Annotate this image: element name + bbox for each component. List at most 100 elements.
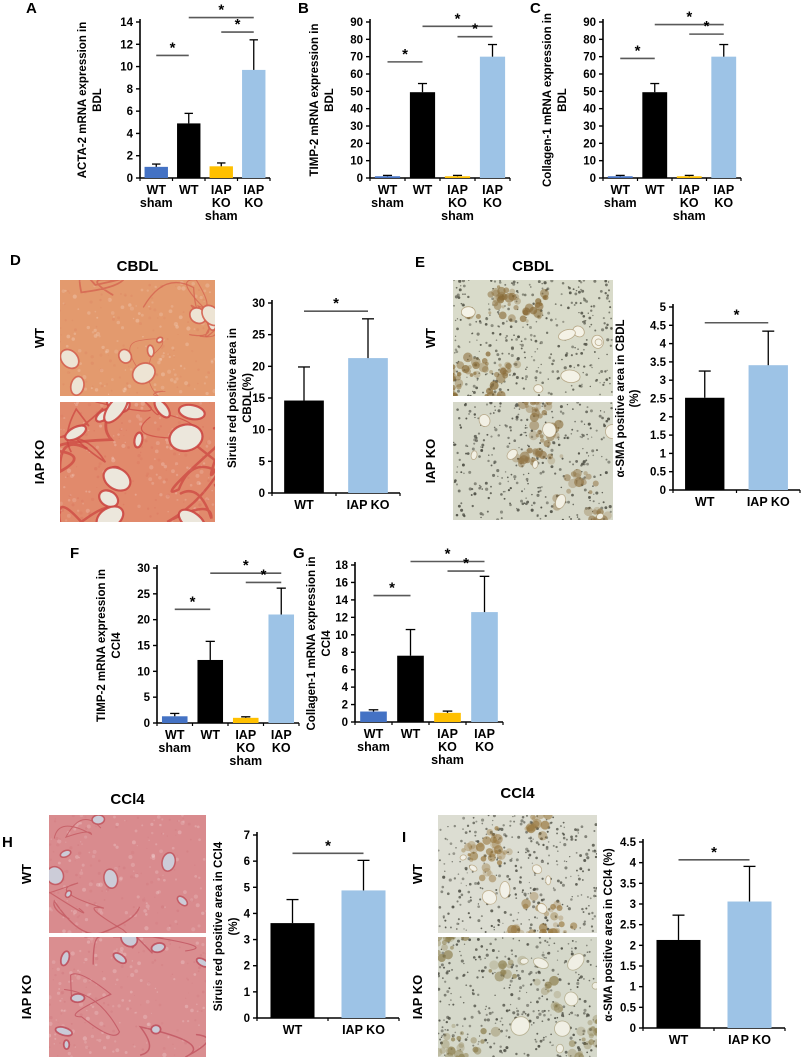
x-category-label: WT — [294, 498, 314, 512]
bar-WT-sham — [144, 166, 168, 178]
y-tick-label: 20 — [137, 615, 150, 627]
y-tick-label: 1.5 — [620, 961, 637, 973]
y-axis-title: BDL — [324, 88, 336, 112]
x-category-label: WT — [645, 183, 665, 197]
row-label-H-IAPKO: IAP KO — [19, 974, 34, 1020]
x-category-label: WT — [201, 728, 221, 742]
chart-A-body: 0 2 4 6 8 10 12 14 ACTA-2 mRNA expression in BDL W… — [77, 2, 271, 223]
y-tick-label: 80 — [583, 34, 596, 46]
significance-asterisk: * — [402, 46, 408, 63]
x-category-label: IAP KO — [747, 495, 790, 509]
micrograph-D-IAPKO — [60, 402, 215, 522]
x-category-label: sham — [357, 740, 390, 754]
row-label-I-WT: WT — [410, 863, 425, 885]
y-tick-label: 70 — [350, 52, 363, 64]
chart-I-body: 0 0.5 1 1.5 2 2.5 3 3.5 4 4.5 α-SMA positive area … — [603, 837, 786, 1047]
y-tick-label: 80 — [350, 34, 363, 46]
chart-E-body: 0 0.5 1 1.5 2 2.5 3 3.5 4 4.5 5 α-SMA positive area… — [615, 302, 801, 509]
micrograph-H-WT — [49, 815, 206, 933]
x-category-label: KO — [236, 741, 255, 755]
panel-label-A: A — [26, 0, 37, 17]
y-tick-label: 0 — [630, 1023, 636, 1035]
y-tick-label: 25 — [252, 330, 265, 342]
chart-A: 0 2 4 6 8 10 12 14 ACTA-2 mRNA expression in BDL W… — [77, 2, 271, 223]
significance-asterisk: * — [686, 9, 692, 26]
y-tick-label: 40 — [583, 104, 596, 116]
y-tick-label: 4 — [630, 858, 637, 870]
y-tick-label: 4 — [127, 128, 134, 140]
bar-WT-sham — [161, 716, 188, 723]
tissue-texture — [453, 280, 613, 396]
bar-WT — [177, 123, 201, 178]
y-tick-label: 14 — [335, 595, 348, 607]
y-tick-label: 3 — [660, 375, 666, 387]
significance-asterisk: * — [333, 295, 339, 312]
y-tick-label: 10 — [137, 666, 150, 678]
y-axis-title: TIMP-2 mRNA expression in — [96, 569, 108, 722]
y-tick-label: 1.5 — [650, 430, 667, 442]
y-tick-label: 4.5 — [620, 837, 637, 849]
x-category-label: WT — [165, 728, 185, 742]
panel-label-E: E — [415, 254, 426, 271]
y-tick-label: 2 — [244, 961, 250, 973]
x-category-label: sham — [673, 209, 706, 223]
chart-B: 0 10 20 30 40 50 60 70 80 90 TIMP-2 mRNA expressio… — [309, 10, 511, 223]
chart-C: 0 10 20 30 40 50 60 70 80 90 Collagen-1 mRNA expre… — [542, 9, 742, 223]
y-axis-title: α-SMA positive area in CBDL — [615, 319, 627, 477]
y-tick-label: 4 — [244, 908, 251, 920]
x-category-label: KO — [714, 196, 733, 210]
significance-asterisk: * — [711, 844, 717, 861]
significance-asterisk: * — [455, 10, 461, 27]
y-tick-label: 50 — [350, 86, 363, 98]
y-tick-label: 0 — [244, 1013, 250, 1025]
x-category-label: IAP — [679, 183, 700, 197]
micrograph-H-IAPKO — [49, 937, 206, 1057]
significance-asterisk: * — [635, 42, 641, 59]
y-tick-label: 1 — [630, 982, 637, 994]
y-tick-label: 2 — [660, 412, 666, 424]
y-tick-label: 1 — [244, 987, 251, 999]
y-tick-label: 5 — [144, 692, 151, 704]
x-category-label: KO — [272, 741, 291, 755]
x-category-label: WT — [378, 183, 398, 197]
tissue-texture — [453, 402, 613, 520]
y-axis-title: Siruis red positive area in — [227, 328, 239, 468]
bar-WT-sham — [374, 176, 401, 178]
y-tick-label: 6 — [342, 665, 348, 677]
bar-IAP-KO — [242, 69, 266, 178]
panel-label-D: D — [10, 252, 21, 269]
x-category-label: KO — [244, 196, 263, 210]
y-tick-label: 0 — [660, 485, 666, 497]
y-tick-label: 20 — [252, 361, 265, 373]
row-label-D-WT: WT — [32, 327, 47, 349]
y-tick-label: 10 — [335, 630, 348, 642]
y-tick-label: 2.5 — [620, 920, 637, 932]
significance-asterisk: * — [472, 21, 478, 38]
y-tick-label: 10 — [252, 425, 265, 437]
bar-IAP-KO-sham — [209, 166, 233, 178]
x-category-label: KO — [475, 740, 494, 754]
chart-H-body: 0 1 2 3 4 5 6 7 Siruis red positive area in CCl4… — [213, 830, 400, 1037]
significance-asterisk: * — [389, 580, 395, 597]
x-category-label: WT — [147, 183, 167, 197]
tissue-texture — [60, 280, 215, 396]
y-tick-label: 0 — [590, 173, 596, 185]
bar-IAP-KO-sham — [434, 712, 461, 722]
x-category-label: IAP — [474, 727, 495, 741]
bar-IAP-KO — [711, 56, 737, 178]
significance-asterisk: * — [463, 555, 469, 572]
x-category-label: WT — [364, 727, 384, 741]
histology-title-H: CCl4 — [110, 791, 145, 808]
significance-asterisk: * — [235, 16, 241, 33]
row-label-D-IAPKO: IAP KO — [32, 439, 47, 485]
y-tick-label: 30 — [252, 298, 265, 310]
x-category-label: WT — [611, 183, 631, 197]
chart-H: 0 1 2 3 4 5 6 7 Siruis red positive area in CCl4… — [213, 830, 400, 1037]
x-category-label: WT — [669, 1033, 689, 1047]
x-category-label: sham — [205, 209, 238, 223]
micrograph-I-IAPKO — [438, 937, 597, 1057]
y-tick-label: 4.5 — [650, 320, 667, 332]
x-category-label: IAP — [243, 183, 264, 197]
micrograph-E-WT — [453, 280, 613, 396]
bar-WT — [284, 400, 324, 493]
